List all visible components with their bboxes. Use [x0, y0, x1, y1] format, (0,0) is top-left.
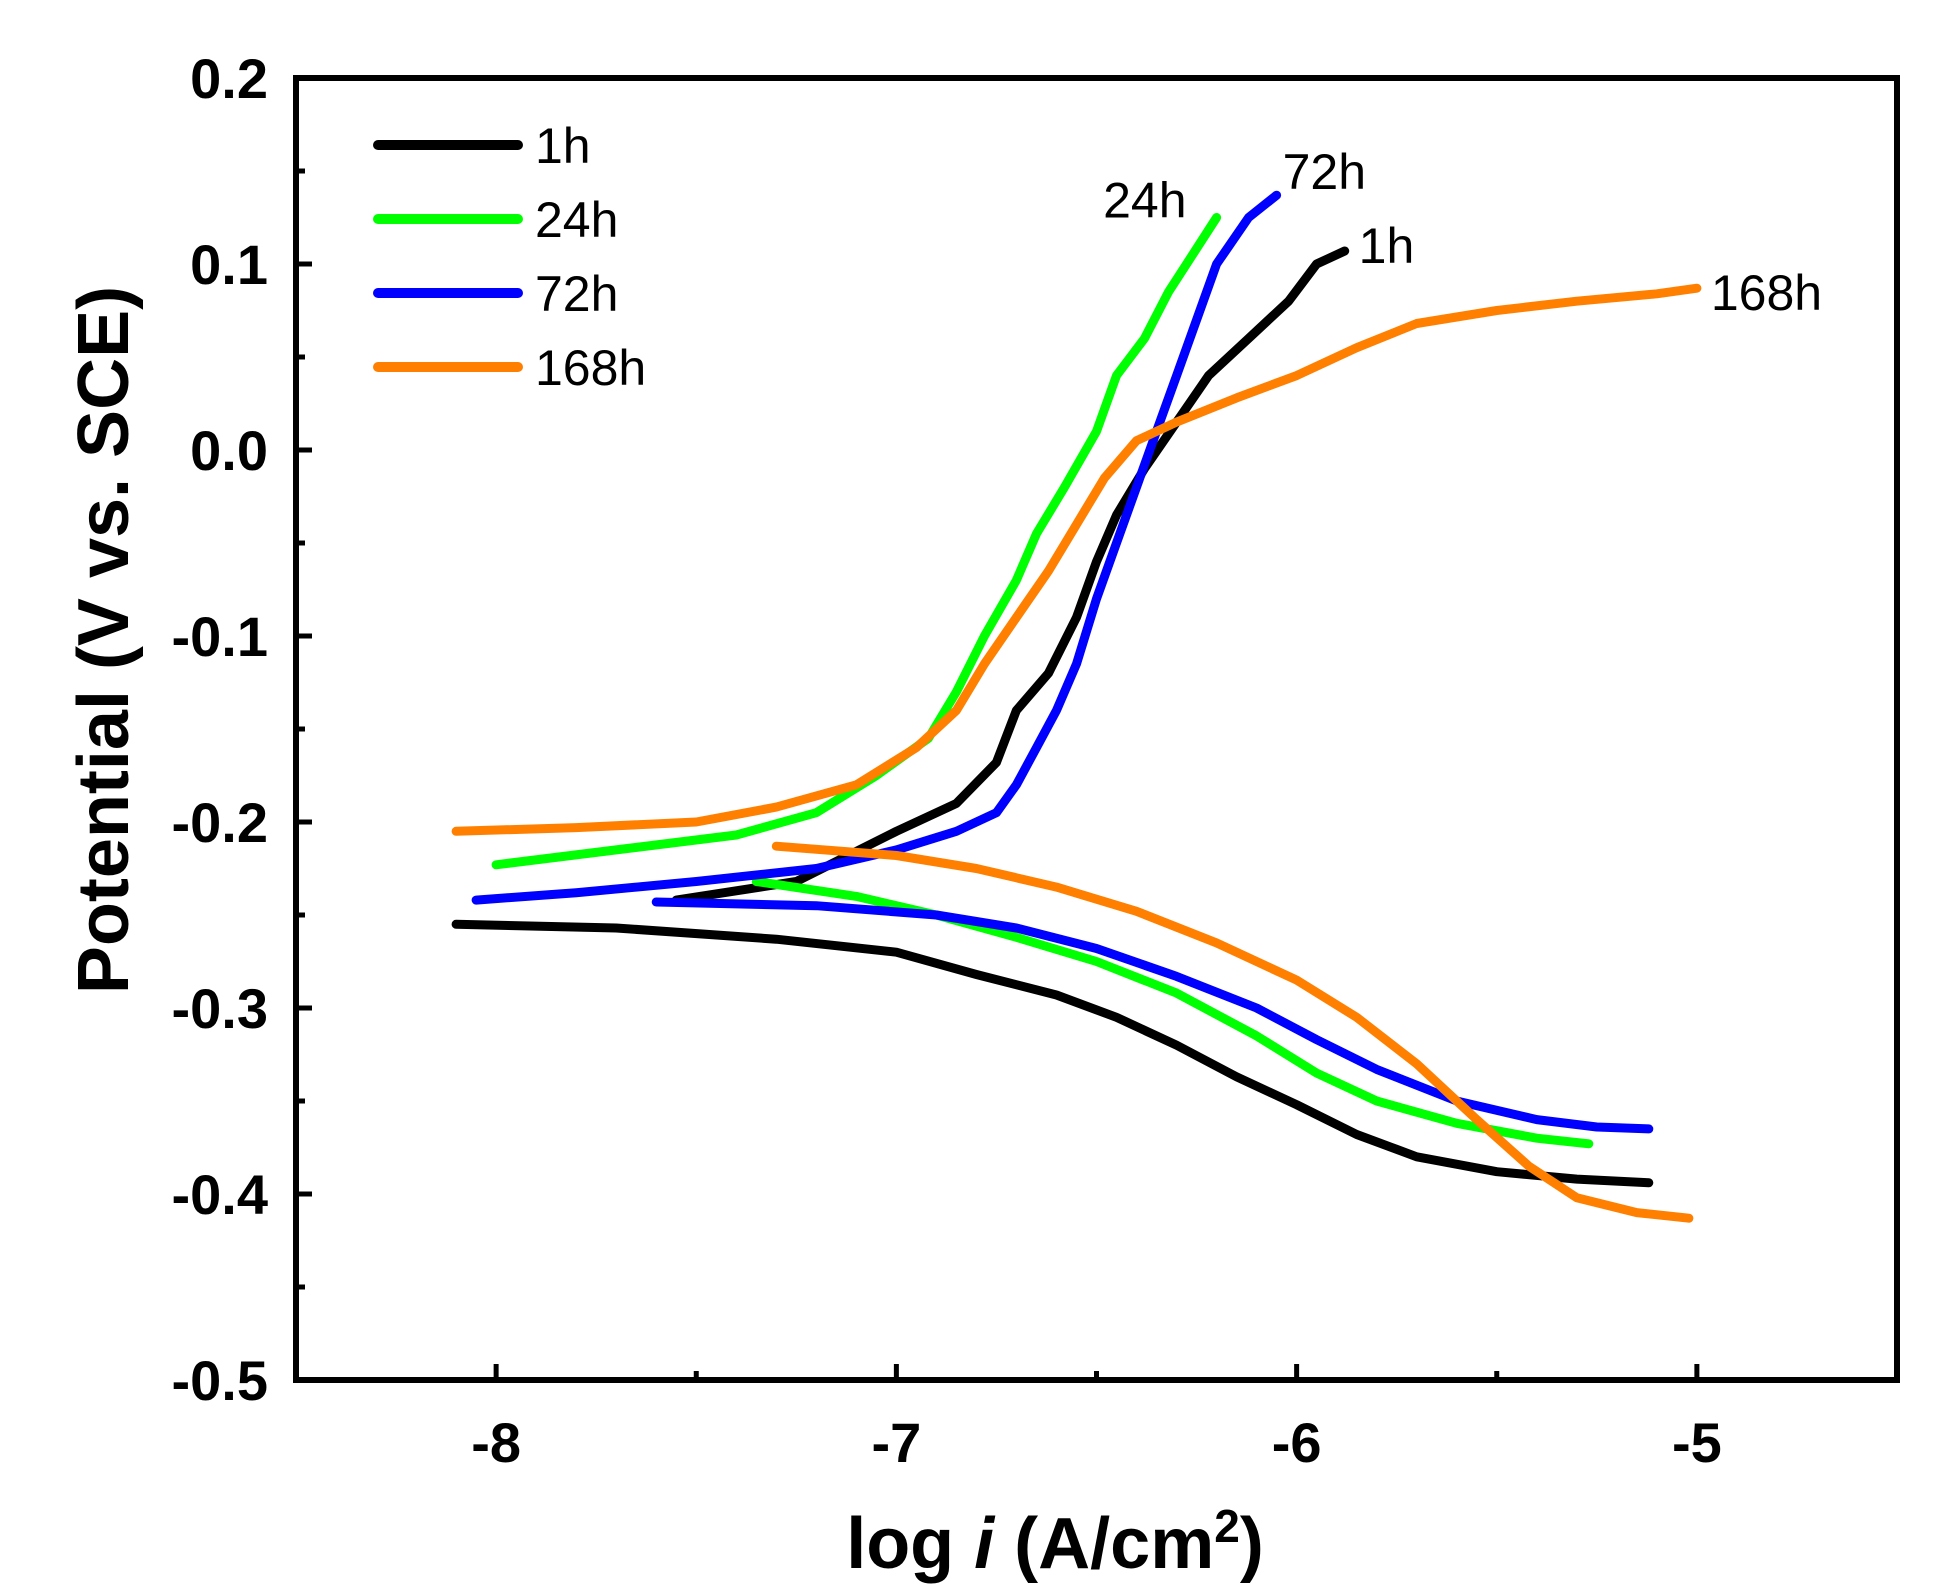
x-axis-title-italic: i — [974, 1504, 996, 1584]
series-end-labels: 1h 24h 72h 168h — [1103, 144, 1822, 321]
series-168h-cathodic-line — [771, 841, 1694, 1223]
end-label-1h: 1h — [1359, 218, 1415, 274]
x-tick-label: -8 — [471, 1411, 521, 1474]
x-axis-title-prefix: log — [846, 1504, 974, 1584]
legend-label-168h: 168h — [535, 340, 646, 396]
legend-label-1h: 1h — [535, 118, 591, 174]
axis-ticks: -8 -7 -6 -5 -0.5 -0.4 -0.3 -0.2 -0.1 0.0 0.1 0.2 — [172, 47, 1722, 1474]
series-72h-cathodic-line — [651, 897, 1654, 1134]
x-axis-title-sup: 2 — [1214, 1500, 1240, 1552]
y-tick-label: 0.0 — [190, 419, 268, 482]
end-label-168h: 168h — [1711, 265, 1822, 321]
series-24h-anodic-line — [491, 213, 1222, 870]
series-1h-cathodic-line — [451, 919, 1654, 1188]
y-tick-label: -0.1 — [172, 605, 269, 668]
x-tick-label: -7 — [871, 1411, 921, 1474]
y-tick-label: -0.5 — [172, 1349, 269, 1412]
x-tick-label: -6 — [1272, 1411, 1322, 1474]
y-tick-label: -0.4 — [172, 1163, 269, 1226]
x-axis-title-suffix: ) — [1240, 1504, 1264, 1584]
legend-label-24h: 24h — [535, 192, 618, 248]
y-tick-label: 0.1 — [190, 233, 268, 296]
x-tick-label: -5 — [1672, 1411, 1722, 1474]
end-label-72h: 72h — [1283, 144, 1366, 200]
x-axis-title-middle: (A/cm — [994, 1504, 1214, 1584]
series-layer — [451, 190, 1702, 1223]
series-72h-anodic-line — [471, 190, 1282, 905]
series-1h-anodic-line — [671, 246, 1350, 905]
y-tick-label: -0.3 — [172, 977, 269, 1040]
x-axis-title: log i (A/cm2) — [846, 1500, 1264, 1584]
y-axis-title: Potential (V vs. SCE) — [64, 286, 144, 994]
y-tick-label: -0.2 — [172, 791, 269, 854]
legend: 1h 24h 72h 168h — [373, 118, 646, 396]
legend-label-72h: 72h — [535, 266, 618, 322]
series-168h-anodic-line — [451, 283, 1702, 836]
end-label-24h: 24h — [1103, 173, 1186, 229]
y-tick-label: 0.2 — [190, 47, 268, 110]
